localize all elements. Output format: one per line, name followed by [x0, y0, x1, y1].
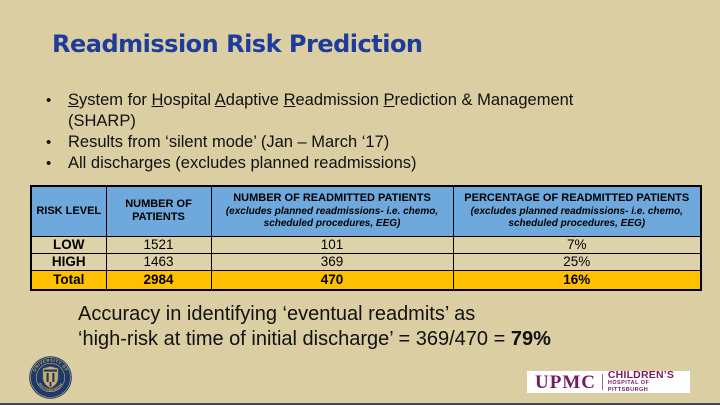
percent-cell: 16%	[452, 269, 702, 291]
bullet-sharp-acronym: (SHARP)	[68, 112, 136, 130]
header-subtext: (excludes planned readmissions- i.e. che…	[225, 206, 439, 230]
header-subtext: (excludes planned readmissions- i.e. che…	[470, 206, 683, 230]
header-text: RISK LEVEL	[36, 204, 102, 217]
university-of-pittsburgh-seal-icon: UNIVERSITY OF PITTSBURGH	[29, 356, 72, 399]
risk-level-cell: Total	[30, 269, 107, 291]
bottom-edge-line	[0, 403, 720, 405]
accuracy-statement: Accuracy in identifying ‘eventual readmi…	[78, 302, 678, 351]
bullet-list: System for Hospital Adaptive Readmission…	[40, 90, 680, 174]
hospital-of-pittsburgh-text: HOSPITAL OF PITTSBURGH	[607, 380, 650, 393]
col-header-percentage-readmitted: PERCENTAGE OF READMITTED PATIENTS (exclu…	[452, 185, 702, 237]
header-text: NUMBER OF PATIENTS	[125, 198, 192, 224]
percent-cell: 25%	[452, 252, 702, 271]
table-row-high: HIGH 1463 369 25%	[30, 252, 702, 271]
hospital-name-block: CHILDREN’S HOSPITAL OF PITTSBURGH	[608, 370, 684, 394]
readmitted-cell: 369	[210, 252, 454, 271]
bullet-text: H	[151, 91, 164, 109]
header-text: NUMBER OF READMITTED PATIENTS	[233, 192, 431, 205]
col-header-number-of-patients: NUMBER OF PATIENTS	[105, 185, 212, 237]
risk-level-cell: HIGH	[30, 252, 107, 271]
bullet-text: rediction & Management	[394, 91, 574, 109]
bullet-text: S	[68, 91, 80, 109]
upmc-childrens-hospital-logo: UPMC CHILDREN’S HOSPITAL OF PITTSBURGH	[527, 370, 690, 394]
col-header-risk-level: RISK LEVEL	[30, 185, 107, 237]
bullet-text: A	[214, 91, 226, 109]
col-header-number-readmitted: NUMBER OF READMITTED PATIENTS (excludes …	[210, 185, 454, 237]
readmitted-cell: 470	[210, 269, 454, 291]
table-row-low: LOW 1521 101 7%	[30, 235, 702, 254]
patients-cell: 1463	[105, 252, 212, 271]
logo-divider	[601, 374, 603, 390]
readmission-results-table: RISK LEVEL NUMBER OF PATIENTS NUMBER OF …	[30, 185, 702, 291]
table-row-total: Total 2984 470 16%	[30, 269, 702, 291]
bullet-text: ystem for	[79, 91, 152, 109]
bullet-sharp-system: System for Hospital Adaptive Readmission…	[40, 90, 680, 132]
upmc-wordmark: UPMC	[535, 371, 596, 393]
slide-title: Readmission Risk Prediction	[52, 30, 423, 58]
bullet-silent-mode: Results from ‘silent mode’ (Jan – March …	[40, 132, 680, 153]
patients-cell: 1521	[105, 235, 212, 254]
bullet-text: P	[383, 91, 395, 109]
childrens-text: CHILDREN’S	[607, 369, 675, 381]
accuracy-line2: ‘high-risk at time of initial discharge’…	[78, 327, 511, 350]
table-header-row: RISK LEVEL NUMBER OF PATIENTS NUMBER OF …	[30, 185, 702, 237]
patients-cell: 2984	[105, 269, 212, 291]
readmitted-cell: 101	[210, 235, 454, 254]
accuracy-percentage: 79%	[510, 327, 551, 350]
bullet-all-discharges: All discharges (excludes planned readmis…	[40, 153, 680, 174]
bullet-text: R	[283, 91, 296, 109]
risk-level-cell: LOW	[30, 235, 107, 254]
percent-cell: 7%	[452, 235, 702, 254]
bullet-text: ospital	[163, 91, 215, 109]
bullet-text: daptive	[225, 91, 284, 109]
header-text: PERCENTAGE OF READMITTED PATIENTS	[464, 192, 690, 205]
accuracy-line1: Accuracy in identifying ‘eventual readmi…	[78, 303, 476, 325]
bullet-text: eadmission	[295, 91, 384, 109]
